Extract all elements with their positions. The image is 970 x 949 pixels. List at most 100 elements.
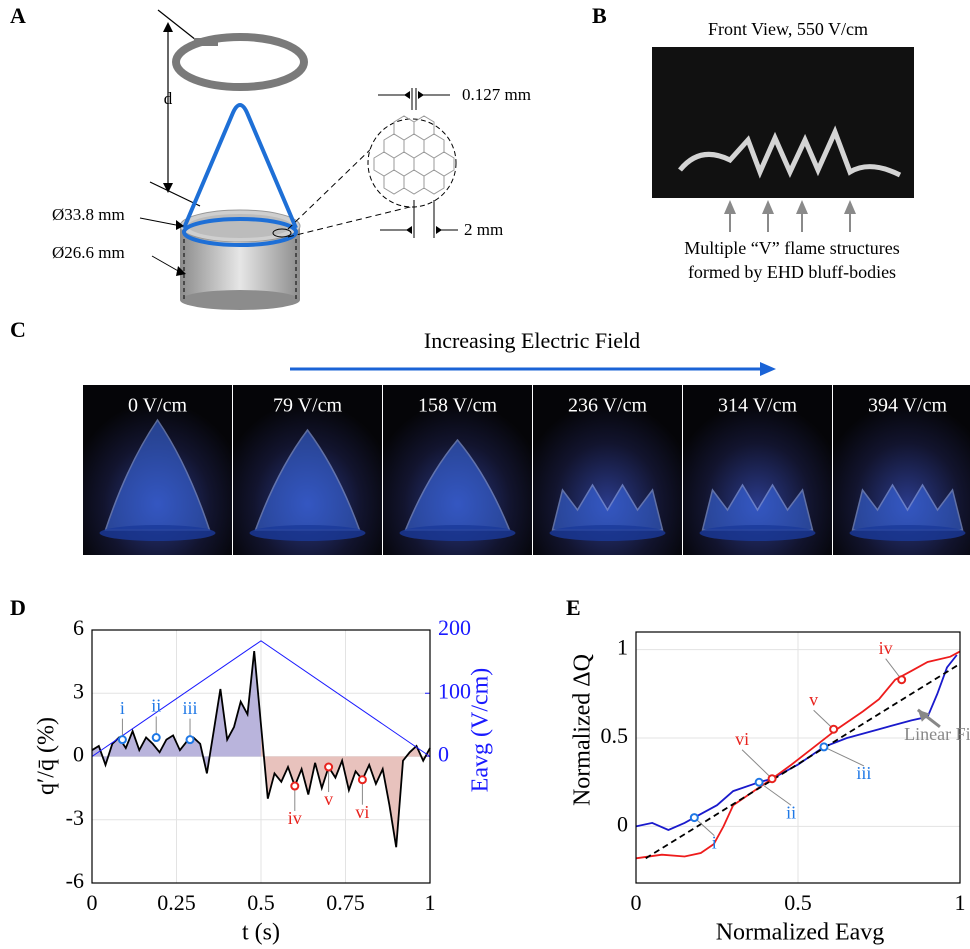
y-axis-label: q′/q̄ (%) — [34, 717, 60, 795]
plot-frame — [91, 629, 431, 884]
annotation-point — [819, 742, 829, 752]
annotation-label: iii — [183, 698, 198, 718]
x-axis-label: Normalized Eavg — [716, 920, 885, 946]
burner-rim — [849, 525, 966, 541]
burner-diagram: d 0.127 mm 2 mm Ø33.8 mm Ø26.6 mm — [52, 9, 531, 310]
distance-label: d — [164, 89, 173, 108]
annotation-label: iv — [879, 638, 893, 658]
dimension-label: Ø26.6 mm — [52, 243, 125, 262]
annotation-point — [290, 781, 300, 791]
annotation-leader — [741, 749, 773, 780]
flame — [701, 483, 814, 531]
annotation-point — [689, 813, 699, 823]
area-fill — [92, 651, 261, 774]
y-tick-label: 0 — [617, 811, 628, 836]
data-line — [635, 650, 961, 860]
annotation-label: ii — [151, 696, 161, 716]
sweep-title: Increasing Electric Field — [424, 328, 640, 353]
y-tick-label: 6 — [73, 615, 84, 640]
annotation-point — [357, 775, 367, 785]
area-fill — [261, 724, 430, 848]
y2-axis-label: Eavg (V/cm) — [468, 668, 494, 793]
x-tick-label: 1 — [425, 890, 436, 915]
data-line — [645, 663, 961, 860]
annotation-point — [185, 735, 195, 745]
data-line — [91, 651, 431, 848]
x-tick-label: 0.5 — [784, 890, 812, 915]
dimension-label: Ø33.8 mm — [52, 205, 125, 224]
annotation-label: iii — [856, 763, 871, 783]
x-tick-label: 0.75 — [326, 890, 365, 915]
annotation-arrow — [917, 709, 930, 722]
dimension-label: 2 mm — [464, 220, 503, 239]
y-tick-label: 1 — [617, 635, 628, 660]
annotation-point — [767, 774, 777, 784]
annotation-label: vi — [735, 729, 749, 749]
burner-rim — [399, 525, 516, 541]
annotation-label: v — [324, 789, 333, 809]
y-tick-label: -6 — [66, 868, 84, 893]
frame-label: 236 V/cm — [568, 395, 648, 417]
y2-tick-label: 200 — [438, 615, 471, 640]
burner-rim — [549, 525, 666, 541]
annotation-point — [897, 675, 907, 685]
frame-label: 158 V/cm — [418, 395, 498, 417]
front-view-photo: Front View, 550 V/cm Multiple “V” flame … — [652, 19, 914, 282]
frame-label: 394 V/cm — [868, 395, 948, 417]
panel-label: C — [10, 317, 26, 342]
x-tick-label: 0 — [631, 890, 642, 915]
photo-title: Front View, 550 V/cm — [708, 19, 868, 39]
annotation-label: ii — [786, 802, 796, 822]
panel-label: A — [10, 3, 26, 28]
photo-caption: Multiple “V” flame structures — [684, 238, 899, 258]
panel-label: E — [566, 595, 581, 620]
burner-rim — [249, 525, 366, 541]
flame-frames: 0 V/cm 79 V/cm 158 V/cm 236 V/cm 314 V/cm 394… — [83, 385, 970, 555]
dimension-label: 0.127 mm — [462, 85, 531, 104]
x-tick-label: 0 — [87, 890, 98, 915]
flame — [254, 428, 361, 531]
flame — [104, 418, 211, 531]
annotation-label: vi — [355, 802, 369, 822]
y2-tick-label: 100 — [438, 678, 471, 703]
annotation-point — [117, 735, 127, 745]
x-tick-label: 0.5 — [247, 890, 275, 915]
panel-label: B — [592, 3, 607, 28]
frame-label: 314 V/cm — [718, 395, 798, 417]
annotation-label: iv — [288, 808, 302, 828]
photo-caption: formed by EHD bluff-bodies — [688, 262, 896, 282]
annotation-leader — [758, 781, 792, 806]
annotation-point — [324, 762, 334, 772]
frame-label: 0 V/cm — [128, 395, 188, 417]
field-arrow-head — [760, 362, 776, 376]
annotation-label: Linear Fit — [904, 724, 970, 744]
annotation-label: i — [120, 698, 125, 718]
data-line — [91, 640, 431, 757]
flame — [851, 483, 964, 531]
flame — [551, 483, 664, 531]
x-tick-label: 0.25 — [157, 890, 196, 915]
annotation-leader — [813, 709, 834, 730]
y-tick-label: 3 — [73, 678, 84, 703]
frame-label: 79 V/cm — [273, 395, 343, 417]
flame — [404, 438, 511, 531]
panel-label: D — [10, 595, 26, 620]
y-tick-label: 0 — [73, 742, 84, 767]
annotation-point — [151, 733, 161, 743]
x-tick-label: 1 — [955, 890, 966, 915]
y2-tick-label: 0 — [438, 742, 449, 767]
y-axis-label: Normalized ΔQ — [570, 654, 596, 806]
plot-frame — [635, 631, 961, 884]
annotation-point — [754, 777, 764, 787]
x-axis-label: t (s) — [242, 920, 280, 946]
annotation-leader — [823, 746, 865, 767]
y-tick-label: -3 — [66, 805, 84, 830]
annotation-label: v — [809, 689, 818, 709]
burner-rim — [99, 525, 216, 541]
y-tick-label: 0.5 — [601, 723, 629, 748]
annotation-point — [829, 724, 839, 734]
annotation-label: i — [712, 833, 717, 853]
burner-rim — [699, 525, 816, 541]
